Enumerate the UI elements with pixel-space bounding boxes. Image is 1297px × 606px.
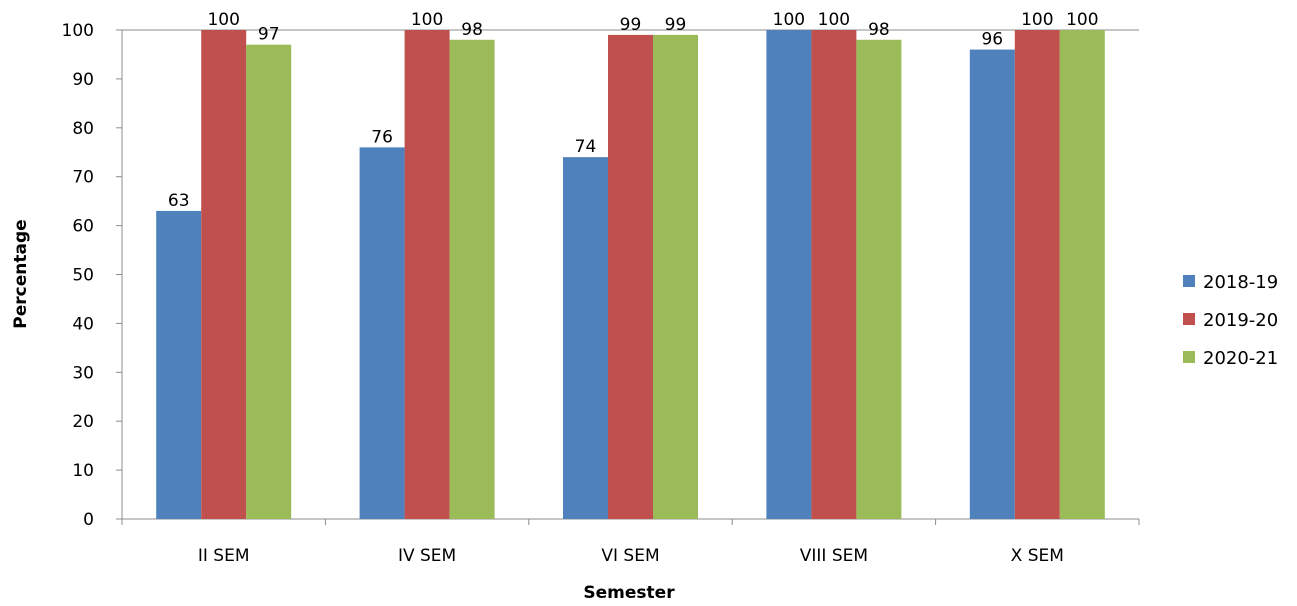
data-label: 76 <box>371 127 393 147</box>
bar <box>563 157 608 519</box>
bar <box>608 34 653 519</box>
data-label: 98 <box>868 20 890 40</box>
legend-label: 2019-20 <box>1203 310 1278 331</box>
y-tick-label: 90 <box>72 70 94 90</box>
bar <box>811 30 857 519</box>
bar <box>856 39 902 519</box>
y-tick-label: 20 <box>72 412 94 432</box>
data-label: 97 <box>258 25 280 45</box>
bar <box>404 30 450 519</box>
bar <box>359 147 405 520</box>
data-label: 100 <box>411 10 443 30</box>
y-tick-label: 60 <box>72 217 94 237</box>
data-label: 100 <box>773 10 805 30</box>
y-tick-label: 80 <box>72 119 94 139</box>
x-axis-title: Semester <box>583 583 675 602</box>
bar <box>969 49 1015 520</box>
y-tick-label: 30 <box>72 363 94 383</box>
x-tick-label: X SEM <box>1011 546 1064 566</box>
y-tick-label: 10 <box>72 461 94 481</box>
x-tick-label: IV SEM <box>398 546 456 566</box>
bar <box>449 39 495 519</box>
bar <box>1014 30 1060 519</box>
x-tick-label: VIII SEM <box>800 546 868 566</box>
y-tick-label: 70 <box>72 168 94 188</box>
data-label: 99 <box>620 15 642 35</box>
x-tick-label: VI SEM <box>601 546 659 566</box>
bar <box>246 44 292 520</box>
y-tick-label: 0 <box>83 510 94 530</box>
legend-swatch <box>1183 313 1195 325</box>
y-axis-title: Percentage <box>11 219 31 328</box>
data-label: 100 <box>1066 10 1098 30</box>
axes: 0 10 20 30 40 50 60 70 80 90 100 II SEM IV SEM VI SEM… <box>62 21 1140 566</box>
data-label: 100 <box>207 10 239 30</box>
bar <box>653 34 698 519</box>
data-label: 98 <box>461 20 483 40</box>
data-label: 100 <box>818 10 850 30</box>
legend-swatch <box>1183 275 1195 287</box>
bars <box>156 30 1105 520</box>
y-tick-label: 40 <box>72 314 94 334</box>
bar <box>201 30 247 519</box>
y-tick-label: 50 <box>72 266 94 286</box>
data-labels: 63 100 97 76 100 98 74 99 99 100 100 98 96 100 100 <box>168 10 1099 211</box>
data-label: 100 <box>1021 10 1053 30</box>
data-label: 96 <box>981 30 1003 50</box>
legend-label: 2018-19 <box>1203 272 1278 293</box>
bar <box>156 210 202 519</box>
legend: 2018-19 2019-20 2020-21 <box>1183 272 1278 369</box>
bar <box>1059 30 1105 519</box>
data-label: 63 <box>168 191 190 211</box>
data-label: 99 <box>665 15 687 35</box>
x-tick-label: II SEM <box>198 546 250 566</box>
legend-label: 2020-21 <box>1203 348 1278 369</box>
legend-swatch <box>1183 351 1195 363</box>
y-tick-label: 100 <box>62 21 94 41</box>
data-label: 74 <box>575 137 597 157</box>
bar <box>766 30 812 519</box>
